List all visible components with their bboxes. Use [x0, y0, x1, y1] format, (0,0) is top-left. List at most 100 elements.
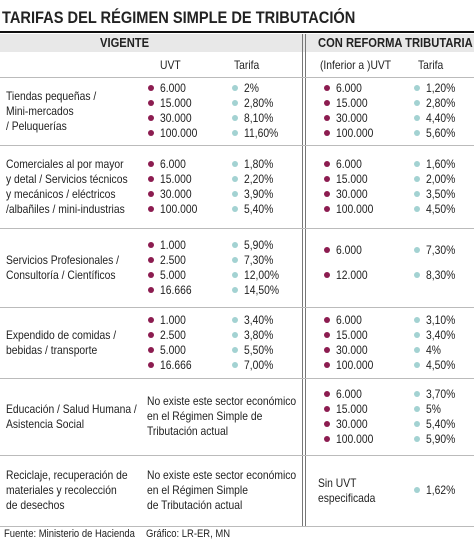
cell-text: 5,40%	[426, 416, 456, 431]
group-header: CON REFORMA TRIBUTARIA	[318, 35, 473, 50]
cell-text: 5.000	[160, 267, 186, 282]
cell-text: 100.000	[336, 126, 374, 140]
cell-text: 100.000	[336, 201, 374, 216]
cell-text: 1,80%	[244, 156, 274, 171]
cell-text: bebidas / transporte	[6, 342, 98, 357]
cell-text: 3,90%	[244, 186, 274, 201]
bullet	[324, 316, 330, 323]
bullet	[232, 361, 238, 368]
cell-text: Mini-mercados	[6, 103, 74, 118]
divider	[305, 34, 306, 526]
cell-text: y detal / Servicios técnicos	[6, 171, 128, 186]
bullet	[324, 160, 330, 167]
cell-text: 1.000	[160, 312, 186, 327]
bullet	[324, 100, 330, 106]
cell-text: 5,60%	[426, 126, 456, 140]
bullet	[324, 85, 330, 91]
cell-text: 2,80%	[244, 96, 274, 110]
row-rule	[0, 228, 474, 229]
group-header-bg	[0, 34, 474, 52]
cell-text: No existe este sector económico	[147, 394, 297, 408]
bullet	[148, 100, 154, 106]
cell-text: 2,00%	[426, 171, 456, 186]
cell-text: 5,90%	[244, 237, 274, 252]
bullet	[324, 390, 330, 397]
bullet	[148, 331, 154, 338]
subheader: (Inferior a )UVT	[320, 58, 392, 72]
cell-text: 3,40%	[426, 327, 456, 342]
bullet	[324, 435, 330, 442]
cell-text: 16.666	[160, 282, 192, 297]
cell-text: 12.000	[336, 267, 368, 282]
cell-text: 5,50%	[244, 342, 274, 357]
footer: Fuente: Ministerio de Hacienda	[4, 528, 135, 540]
bullet	[232, 286, 238, 293]
bullet	[414, 115, 420, 121]
bullet	[324, 420, 330, 427]
bullet	[232, 346, 238, 353]
cell-text: 1,60%	[426, 156, 456, 171]
cell-text: 3,80%	[244, 327, 274, 342]
cell-text: 4%	[426, 342, 441, 357]
cell-text: 12,00%	[244, 267, 280, 282]
cell-text: 100.000	[160, 201, 198, 216]
bullet	[414, 420, 420, 427]
cell-text: 30.000	[336, 111, 368, 125]
row-rule	[0, 378, 474, 379]
cell-text: 15.000	[160, 171, 192, 186]
bullet	[148, 130, 154, 136]
row-rule	[0, 307, 474, 308]
cell-text: 7,00%	[244, 357, 274, 372]
cell-text: de Tributación actual	[147, 498, 243, 512]
cell-text: Servicios Profesionales /	[6, 252, 119, 267]
bullet	[232, 256, 238, 263]
cell-text: 2,20%	[244, 171, 274, 186]
cell-text: 4,40%	[426, 111, 456, 125]
bullet	[148, 205, 154, 212]
bullet	[148, 316, 154, 323]
cell-text: 30.000	[336, 342, 368, 357]
bullet	[232, 205, 238, 212]
cell-text: 2%	[244, 81, 259, 95]
bullet	[414, 405, 420, 412]
bullet	[414, 246, 420, 253]
bullet	[148, 160, 154, 167]
cell-text: en el Régimen Simple de	[147, 409, 263, 423]
bullet	[148, 115, 154, 121]
cell-text: 15.000	[336, 401, 368, 416]
bullet	[414, 487, 420, 493]
cell-text: 15.000	[336, 327, 368, 342]
subheader: Tarifa	[418, 58, 444, 72]
cell-text: 100.000	[336, 431, 374, 446]
bullet	[324, 361, 330, 368]
title-rule	[0, 31, 474, 33]
row-rule	[0, 455, 474, 456]
bullet	[148, 286, 154, 293]
cell-text: 3,40%	[244, 312, 274, 327]
bullet	[148, 346, 154, 353]
bullet	[414, 316, 420, 323]
cell-text: 8,10%	[244, 111, 274, 125]
bullet	[414, 361, 420, 368]
subheader: UVT	[160, 58, 181, 72]
cell-text: 2.500	[160, 252, 186, 267]
bullet	[324, 190, 330, 197]
cell-text: 3,50%	[426, 186, 456, 201]
cell-text: 6.000	[160, 156, 186, 171]
bullet	[324, 331, 330, 338]
bullet	[414, 85, 420, 91]
bullet	[414, 331, 420, 338]
bullet	[324, 175, 330, 182]
cell-text: Consultoría / Científicos	[6, 267, 116, 282]
cell-text: Comerciales al por mayor	[6, 156, 124, 171]
bullet	[148, 256, 154, 263]
bullet	[324, 346, 330, 353]
cell-text: 5%	[426, 401, 441, 416]
cell-text: 30.000	[160, 186, 192, 201]
row-rule	[0, 77, 474, 78]
cell-text: Asistencia Social	[6, 416, 85, 431]
cell-text: 100.000	[160, 126, 198, 140]
row-rule	[0, 145, 474, 146]
cell-text: 6.000	[336, 156, 362, 171]
